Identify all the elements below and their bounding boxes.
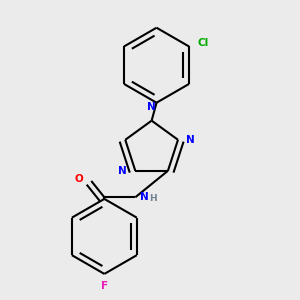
Text: N: N: [140, 192, 149, 202]
Text: H: H: [149, 194, 157, 203]
Text: Cl: Cl: [197, 38, 208, 48]
Text: O: O: [74, 174, 83, 184]
Text: F: F: [101, 281, 108, 291]
Text: N: N: [118, 166, 127, 176]
Text: N: N: [147, 103, 156, 112]
Text: N: N: [186, 135, 195, 145]
